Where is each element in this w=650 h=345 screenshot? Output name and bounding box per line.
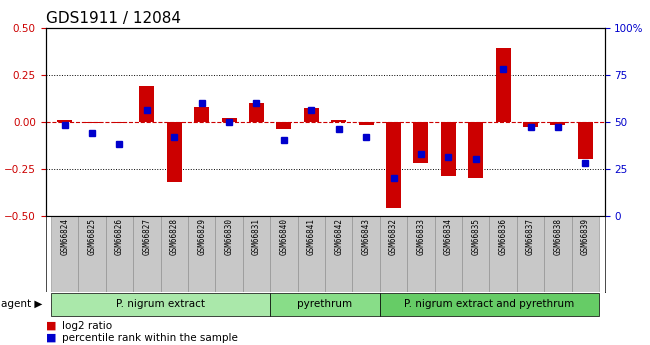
Bar	[380, 216, 407, 292]
Text: log2 ratio: log2 ratio	[62, 321, 112, 331]
Bar	[304, 108, 319, 121]
Text: GSM66824: GSM66824	[60, 218, 69, 255]
Text: GSM66840: GSM66840	[280, 218, 289, 255]
Bar	[578, 121, 593, 159]
Bar	[51, 293, 270, 316]
Text: GSM66827: GSM66827	[142, 218, 151, 255]
Text: GSM66842: GSM66842	[334, 218, 343, 255]
Text: pyrethrum: pyrethrum	[298, 299, 352, 309]
Bar	[243, 216, 270, 292]
Bar	[222, 118, 237, 121]
Bar	[495, 48, 511, 121]
Text: GSM66832: GSM66832	[389, 218, 398, 255]
Bar	[215, 216, 243, 292]
Text: GSM66839: GSM66839	[581, 218, 590, 255]
Bar	[413, 121, 428, 163]
Bar	[270, 216, 298, 292]
Bar	[51, 216, 79, 292]
Text: GSM66825: GSM66825	[88, 218, 97, 255]
Bar	[462, 216, 489, 292]
Text: GSM66828: GSM66828	[170, 218, 179, 255]
Bar	[276, 121, 291, 129]
Bar	[571, 216, 599, 292]
Text: ■: ■	[46, 321, 56, 331]
Text: GSM66834: GSM66834	[444, 218, 453, 255]
Bar	[112, 121, 127, 124]
Bar	[407, 216, 435, 292]
Text: P. nigrum extract: P. nigrum extract	[116, 299, 205, 309]
Text: P. nigrum extract and pyrethrum: P. nigrum extract and pyrethrum	[404, 299, 575, 309]
Bar	[325, 216, 352, 292]
Text: GSM66838: GSM66838	[553, 218, 562, 255]
Bar	[468, 121, 483, 178]
Bar	[79, 216, 106, 292]
Bar	[523, 121, 538, 127]
Bar	[331, 120, 346, 121]
Bar	[106, 216, 133, 292]
Bar	[359, 121, 374, 125]
Text: agent ▶: agent ▶	[1, 299, 42, 309]
Text: GSM66843: GSM66843	[361, 218, 370, 255]
Text: GSM66830: GSM66830	[225, 218, 233, 255]
Bar	[161, 216, 188, 292]
Bar	[57, 120, 72, 121]
Text: percentile rank within the sample: percentile rank within the sample	[62, 333, 238, 343]
Bar	[84, 121, 99, 124]
Bar	[270, 293, 380, 316]
Bar	[489, 216, 517, 292]
Text: GDS1911 / 12084: GDS1911 / 12084	[46, 11, 181, 27]
Bar	[435, 216, 462, 292]
Bar	[352, 216, 380, 292]
Text: ■: ■	[46, 333, 56, 343]
Text: GSM66826: GSM66826	[115, 218, 124, 255]
Bar	[298, 216, 325, 292]
Bar	[194, 107, 209, 121]
Text: GSM66841: GSM66841	[307, 218, 316, 255]
Bar	[167, 121, 182, 182]
Bar	[380, 293, 599, 316]
Bar	[544, 216, 571, 292]
Text: GSM66835: GSM66835	[471, 218, 480, 255]
Text: GSM66829: GSM66829	[197, 218, 206, 255]
Bar	[188, 216, 215, 292]
Text: GSM66831: GSM66831	[252, 218, 261, 255]
Bar	[551, 121, 566, 125]
Bar	[386, 121, 401, 208]
Bar	[249, 103, 264, 121]
Text: GSM66833: GSM66833	[417, 218, 425, 255]
Bar	[139, 86, 155, 121]
Text: GSM66837: GSM66837	[526, 218, 535, 255]
Bar	[133, 216, 161, 292]
Text: GSM66836: GSM66836	[499, 218, 508, 255]
Bar	[517, 216, 544, 292]
Bar	[441, 121, 456, 176]
